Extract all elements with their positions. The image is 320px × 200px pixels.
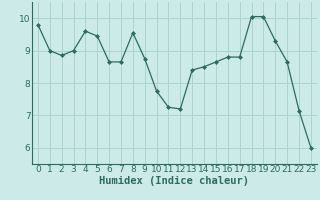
X-axis label: Humidex (Indice chaleur): Humidex (Indice chaleur): [100, 176, 249, 186]
